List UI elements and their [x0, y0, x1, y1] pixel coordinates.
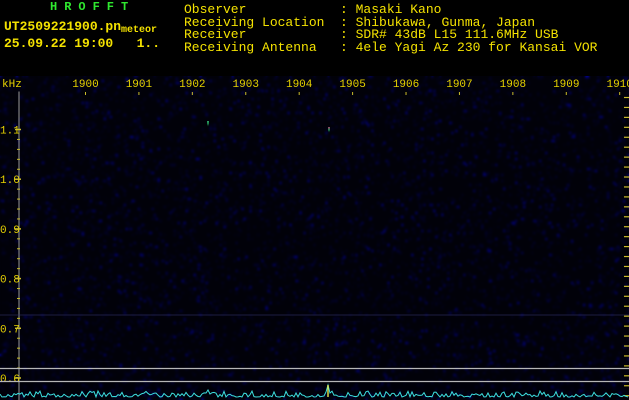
- svg-text:1904: 1904: [286, 79, 313, 91]
- svg-text:1907: 1907: [446, 79, 472, 91]
- svg-text:1908: 1908: [500, 79, 526, 91]
- svg-text:1.1: 1.1: [0, 126, 20, 138]
- svg-text:1906: 1906: [393, 79, 419, 91]
- svg-text:0.8: 0.8: [0, 275, 20, 287]
- svg-text:0.6: 0.6: [0, 374, 20, 386]
- svg-text:1902: 1902: [179, 79, 205, 91]
- svg-text:1900: 1900: [72, 79, 98, 91]
- svg-text:1903: 1903: [233, 79, 259, 91]
- svg-text:1910: 1910: [606, 79, 629, 91]
- svg-text:kHz: kHz: [2, 79, 22, 91]
- svg-text:1905: 1905: [339, 79, 365, 91]
- svg-text:0.7: 0.7: [0, 324, 20, 336]
- svg-text:1901: 1901: [126, 79, 153, 91]
- svg-text:0.9: 0.9: [0, 225, 20, 237]
- svg-text:1.0: 1.0: [0, 175, 20, 187]
- svg-text:1909: 1909: [553, 79, 579, 91]
